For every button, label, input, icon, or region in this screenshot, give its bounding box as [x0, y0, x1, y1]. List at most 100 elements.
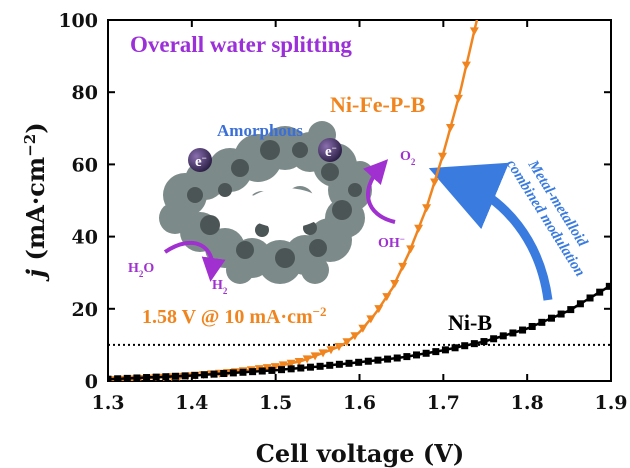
modulation-label: Metal-metalloid combined modulation — [503, 157, 591, 280]
axis-ticks: 1.3 1.4 1.5 1.6 1.7 1.8 1.9 0 20 40 60 80 100 — [58, 10, 627, 414]
data-point — [334, 343, 344, 352]
x-tick-label: 1.9 — [594, 392, 627, 414]
data-point — [437, 152, 447, 161]
onset-annotation: 1.58 V @ 10 mA·cm−2 — [142, 304, 327, 329]
data-point — [480, 338, 488, 346]
data-point — [432, 348, 440, 356]
data-point — [586, 294, 594, 302]
data-point — [393, 354, 401, 362]
data-point — [470, 340, 478, 348]
h2o-to-h2-arrow — [163, 240, 226, 282]
data-point — [499, 332, 507, 340]
data-point — [422, 204, 432, 213]
data-point — [596, 288, 604, 296]
data-point — [239, 368, 247, 376]
data-point — [302, 355, 312, 364]
data-point — [519, 326, 527, 334]
data-point — [191, 371, 199, 379]
y-tick-label: 80 — [72, 82, 98, 104]
data-point — [441, 346, 449, 354]
x-tick-label: 1.5 — [259, 392, 292, 414]
data-point — [335, 360, 343, 368]
data-point — [229, 369, 237, 377]
data-point — [342, 338, 352, 347]
x-tick-label: 1.3 — [91, 392, 124, 414]
data-point — [297, 364, 305, 372]
data-point — [461, 61, 471, 70]
data-point — [278, 361, 288, 370]
data-point — [364, 357, 372, 365]
data-point — [350, 332, 360, 341]
data-point — [382, 293, 392, 302]
x-tick-label: 1.4 — [175, 392, 208, 414]
data-point — [210, 370, 218, 378]
data-point — [390, 280, 400, 289]
svg-text:e−: e− — [325, 143, 337, 160]
data-point — [461, 342, 469, 350]
data-point — [509, 329, 517, 337]
data-point — [445, 123, 455, 132]
data-point — [345, 359, 353, 367]
x-tick-label: 1.7 — [427, 392, 460, 414]
data-point — [286, 359, 296, 368]
data-point — [171, 372, 179, 380]
series-layer — [108, 20, 611, 381]
data-point — [374, 305, 384, 314]
data-point — [268, 366, 276, 374]
data-point — [403, 353, 411, 361]
data-point — [398, 262, 408, 271]
data-point — [413, 351, 421, 359]
data-point — [430, 178, 440, 187]
data-point — [123, 374, 131, 381]
data-point — [358, 324, 368, 333]
data-point — [306, 363, 314, 371]
data-point — [200, 371, 208, 379]
data-point — [262, 364, 272, 373]
data-point — [133, 374, 141, 381]
data-point — [326, 361, 334, 369]
amorphous-particle-illustration — [159, 121, 374, 284]
electron-icon: e− — [188, 148, 212, 172]
x-tick-label: 1.6 — [343, 392, 376, 414]
chart-title: Overall water splitting — [130, 32, 352, 57]
y-tick-label: 100 — [58, 10, 98, 32]
data-point — [220, 370, 228, 378]
x-axis-title: Cell voltage (V) — [256, 439, 464, 468]
data-point — [258, 367, 266, 375]
data-point — [294, 358, 304, 367]
data-point — [547, 314, 555, 322]
data-point — [152, 373, 160, 381]
y-tick-label: 20 — [72, 299, 98, 321]
data-point — [310, 352, 320, 361]
data-point — [557, 310, 565, 318]
data-point — [384, 355, 392, 363]
data-point — [249, 368, 257, 376]
data-point — [114, 375, 122, 381]
data-point — [181, 372, 189, 380]
data-point — [469, 27, 479, 36]
data-point — [287, 365, 295, 373]
data-point — [605, 282, 611, 290]
svg-text:e−: e− — [195, 153, 207, 170]
y-axis-title: j (mA·cm−2) — [21, 122, 50, 281]
data-point — [108, 375, 112, 381]
data-point — [143, 374, 151, 381]
oh-to-o2-arrow — [363, 159, 396, 224]
data-point — [490, 335, 498, 343]
data-point — [451, 344, 459, 352]
data-point — [366, 315, 376, 324]
h2-label: H2 — [212, 278, 228, 296]
data-point — [316, 362, 324, 370]
series-label-ni-b: Ni-B — [448, 310, 492, 335]
data-point — [414, 224, 424, 233]
data-point — [278, 366, 286, 374]
data-point — [318, 349, 328, 358]
y-tick-label: 60 — [72, 154, 98, 176]
amorphous-label: Amorphous — [217, 121, 303, 140]
data-point — [538, 318, 546, 326]
oh-label: OH− — [378, 234, 405, 251]
electron-icon: e− — [318, 138, 342, 162]
y-tick-label: 40 — [72, 227, 98, 249]
x-tick-label: 1.8 — [511, 392, 544, 414]
